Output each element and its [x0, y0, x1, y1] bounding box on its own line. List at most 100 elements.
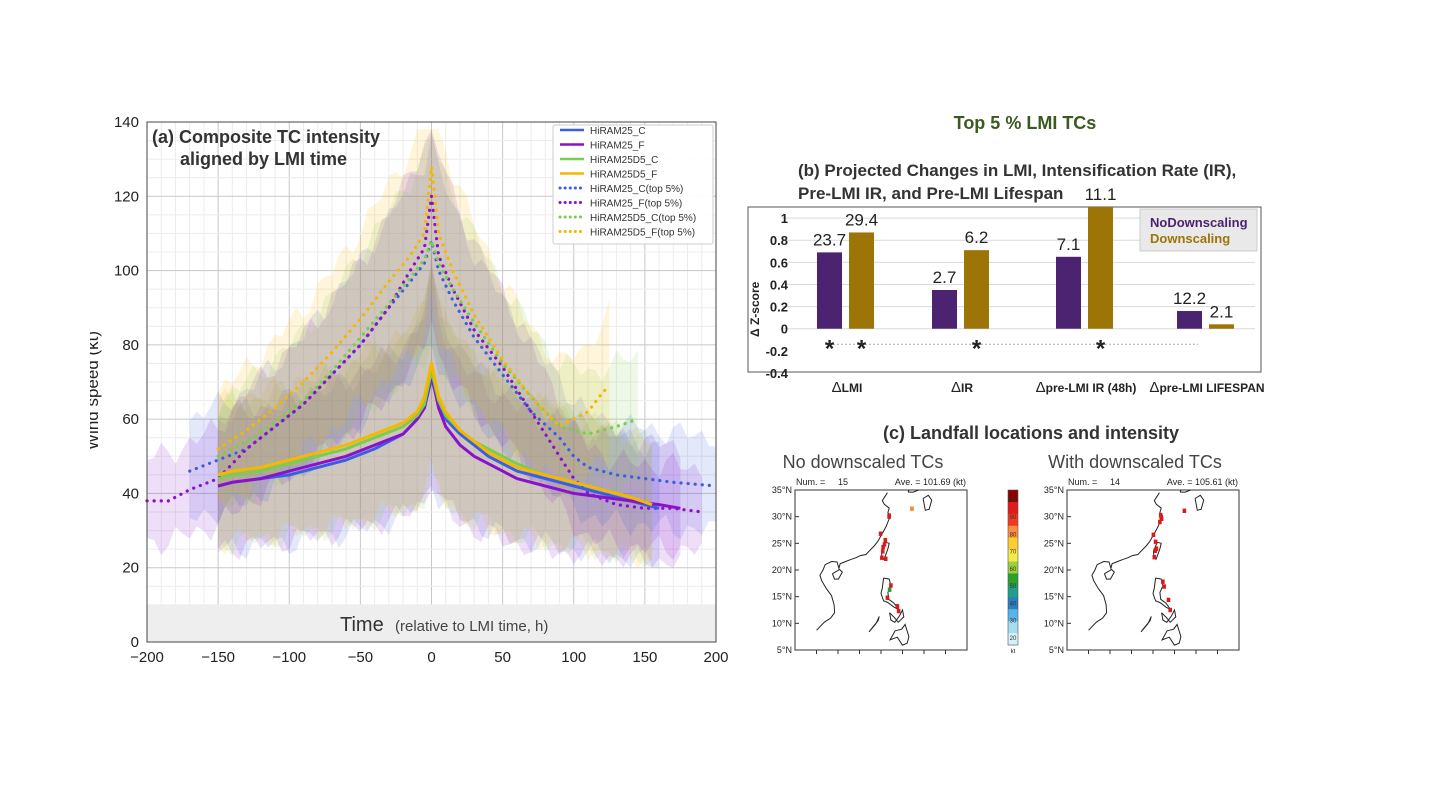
landfall-point [885, 595, 890, 600]
latitude-label: 20°N [772, 565, 792, 575]
y-tick-label: 1 [781, 211, 788, 226]
legend-label: HiRAM25_F(top 5%) [590, 199, 682, 210]
map-title: With downscaled TCs [1048, 452, 1222, 472]
y-axis-label: Δ Z-score [748, 281, 762, 337]
x-tick-label: 100 [561, 649, 586, 666]
bar-value-label: 2.1 [1210, 302, 1234, 321]
y-tick-label: 0 [131, 634, 139, 651]
landfall-point [882, 542, 887, 547]
spread-band [147, 129, 702, 560]
bar [1177, 311, 1202, 329]
series-line [145, 194, 704, 514]
y-tick-label: -0.2 [766, 344, 788, 359]
colorbar-label: 90 [1010, 515, 1017, 521]
bar-value-label: 12.2 [1173, 289, 1206, 308]
y-tick-label: 120 [114, 188, 139, 205]
legend-label: HiRAM25D5_C(top 5%) [590, 213, 696, 224]
latitude-label: 30°N [1044, 512, 1064, 522]
map-average: Ave. = 101.69 (kt) [895, 477, 966, 487]
map-title: No downscaled TCs [783, 452, 944, 472]
category-label: ΔIR [951, 379, 973, 396]
x-tick-label: −200 [130, 649, 164, 666]
category-label: Δpre-LMI IR (48h) [1036, 379, 1137, 396]
y-tick-label: 40 [122, 485, 139, 502]
map-count: 15 [838, 477, 848, 487]
x-tick-label: −100 [272, 649, 306, 666]
colorbar-label: 30 [1010, 619, 1017, 625]
colorbar-label: 70 [1010, 550, 1017, 556]
coastline [907, 490, 920, 493]
landfall-point [883, 556, 888, 561]
latitude-label: 25°N [772, 538, 792, 548]
spread-band [218, 266, 652, 568]
y-tick-label: 0 [781, 322, 788, 337]
x-axis-label: Time [340, 614, 384, 636]
landfall-point [887, 514, 891, 519]
legend-label: HiRAM25D5_F(top 5%) [590, 228, 695, 239]
bar [932, 290, 957, 329]
composite-intensity-chart: 0 20 40 60 80 100 120 140 −200 −150 −100 −50 0 50 100… [83, 114, 729, 666]
y-tick-label: -0.4 [766, 366, 789, 381]
bar-value-label: 11.1 [1085, 185, 1117, 204]
grid [146, 121, 717, 643]
series-lines [145, 164, 718, 514]
coastline [868, 616, 880, 633]
y-axis-label: Wind speed (kt) [90, 331, 102, 450]
chart-title-line1: (a) Composite TC intensity [152, 127, 380, 147]
landfall-point [895, 604, 900, 609]
bar-value-label: 7.1 [1057, 235, 1081, 254]
landfall-point [887, 587, 892, 592]
coastline [1160, 623, 1182, 646]
x-tick-label: 50 [494, 649, 511, 666]
significance-mark: * [1096, 335, 1106, 362]
x-tick-label: 200 [703, 649, 728, 666]
legend-label: HiRAM25_F [590, 141, 644, 152]
colorbar-segment [1008, 501, 1018, 515]
latitude-label: 25°N [1044, 538, 1064, 548]
coastline [1161, 608, 1177, 624]
coastline [1194, 494, 1205, 511]
category-delta: Δ [951, 379, 961, 396]
map-count-label: Num. = [796, 477, 825, 487]
landfall-point [1159, 515, 1163, 520]
category-name: LMI [842, 381, 863, 395]
x-axis-label-note: (relative to LMI time, h) [395, 618, 548, 635]
x-tick-labels: −200 −150 −100 −50 0 50 100 150 200 [130, 649, 728, 666]
category-label: Δpre-LMI LIFESPAN [1149, 379, 1264, 396]
panel-a: 0 20 40 60 80 100 120 140 −200 −150 −100 −50 0 50 100… [83, 105, 730, 680]
landfall-point [1153, 539, 1158, 544]
bar-value-label: 23.7 [813, 230, 846, 249]
colorbar-label: 100 [1008, 498, 1019, 504]
x-tick-label: 0 [427, 649, 435, 666]
colorbar-label: 20 [1010, 636, 1017, 642]
map-with-downscaled: With downscaled TCs Num. = 14 Ave. = 105.61… [1044, 452, 1240, 655]
panel-b: Top 5 % LMI TCs (b) Projected Changes in… [740, 105, 1300, 410]
colorbar-segment [1008, 525, 1018, 539]
projected-changes-chart: Top 5 % LMI TCs (b) Projected Changes in… [747, 113, 1265, 396]
coastline [831, 568, 843, 580]
category-labels: ΔLMI ΔIR Δpre-LMI IR (48h) Δpre-LMI LIFESPA… [832, 379, 1265, 396]
bar-value-label: 6.2 [965, 228, 989, 247]
legend: HiRAM25_C HiRAM25_F HiRAM25D5_C HiRAM25D5_F… [552, 124, 714, 245]
map-count-label: Num. = [1068, 477, 1097, 487]
coastline [1179, 490, 1192, 493]
category-label: ΔLMI [832, 379, 863, 396]
spread-band [218, 266, 652, 568]
map-count: 14 [1110, 477, 1120, 487]
y-tick-label: 140 [114, 114, 139, 131]
colorbar-segment [1008, 597, 1018, 610]
y-tick-label: 0.4 [770, 277, 789, 292]
landfall-point [910, 506, 914, 511]
latitude-label: 10°N [772, 618, 792, 628]
category-delta: Δ [1036, 379, 1046, 396]
latitude-label: 15°N [772, 592, 792, 602]
x-tick-label: −150 [201, 649, 235, 666]
coastline [1103, 568, 1115, 580]
landfall-point [1158, 519, 1162, 525]
colorbar-label: 40 [1010, 601, 1017, 607]
landfall-point [1168, 607, 1172, 613]
latitude-label: 5°N [1049, 645, 1064, 655]
intensity-colorbar: 100 90 80 70 60 50 40 30 20 kt [1007, 489, 1019, 655]
landfall-point [883, 537, 888, 543]
